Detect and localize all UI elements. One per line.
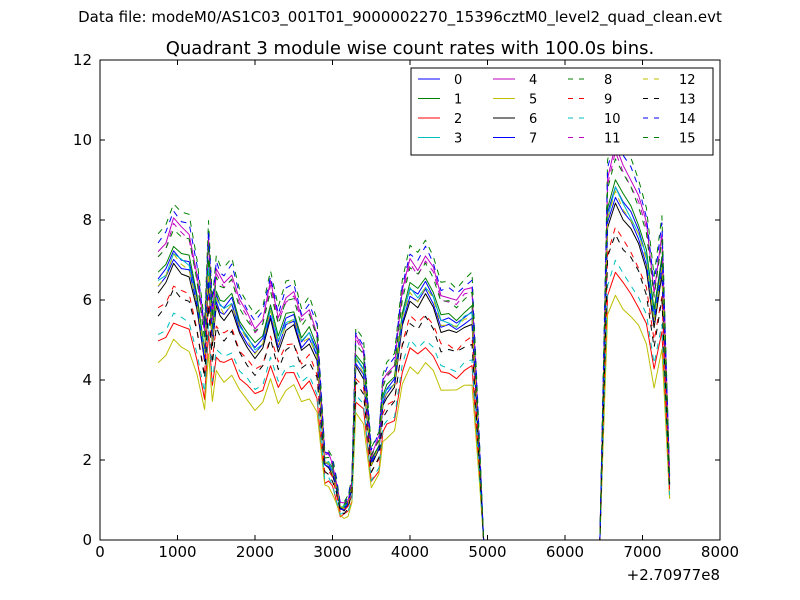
x-tick-label: 0 [95, 543, 105, 561]
legend-label-4: 4 [529, 73, 537, 88]
x-tick-label: 4000 [391, 543, 429, 561]
legend-label-14: 14 [679, 112, 696, 127]
legend-label-15: 15 [679, 132, 696, 147]
x-tick-label: 3000 [313, 543, 351, 561]
legend-label-1: 1 [454, 93, 462, 108]
y-tick-label: 4 [82, 371, 92, 389]
y-tick-label: 12 [73, 51, 92, 69]
legend-label-9: 9 [604, 93, 612, 108]
y-tick-label: 8 [82, 211, 92, 229]
legend-label-10: 10 [604, 112, 621, 127]
x-tick-label: 8000 [701, 543, 739, 561]
series-line-13 [157, 233, 671, 541]
legend-label-7: 7 [529, 132, 537, 147]
series-line-15 [157, 158, 671, 541]
series-line-9 [157, 226, 671, 541]
x-tick-label: 5000 [468, 543, 506, 561]
legend-label-5: 5 [529, 93, 537, 108]
legend-label-3: 3 [454, 132, 462, 147]
x-tick-label: 1000 [158, 543, 196, 561]
legend-label-2: 2 [454, 112, 462, 127]
legend-box [410, 67, 714, 156]
y-tick-label: 2 [82, 451, 92, 469]
legend-label-13: 13 [679, 93, 696, 108]
legend-label-6: 6 [529, 112, 537, 127]
x-tick-label: 7000 [623, 543, 661, 561]
legend-label-12: 12 [679, 73, 696, 88]
legend-label-8: 8 [604, 73, 612, 88]
legend-label-11: 11 [604, 132, 621, 147]
y-tick-label: 10 [73, 131, 92, 149]
series-line-12 [157, 190, 671, 541]
chart-title: Quadrant 3 module wise count rates with … [166, 38, 655, 59]
legend-label-0: 0 [454, 73, 462, 88]
x-offset-label: +2.70977e8 [627, 566, 720, 584]
ticks-layer: 0 1000 2000 3000 4000 5000 6000 7000 80000246810… [73, 51, 739, 561]
y-tick-label: 6 [82, 291, 92, 309]
figure-suptitle: Data file: modeM0/AS1C03_001T01_90000022… [78, 8, 722, 26]
y-tick-label: 0 [82, 531, 92, 549]
series-line-11 [157, 151, 671, 541]
x-tick-label: 6000 [546, 543, 584, 561]
x-tick-label: 2000 [236, 543, 274, 561]
